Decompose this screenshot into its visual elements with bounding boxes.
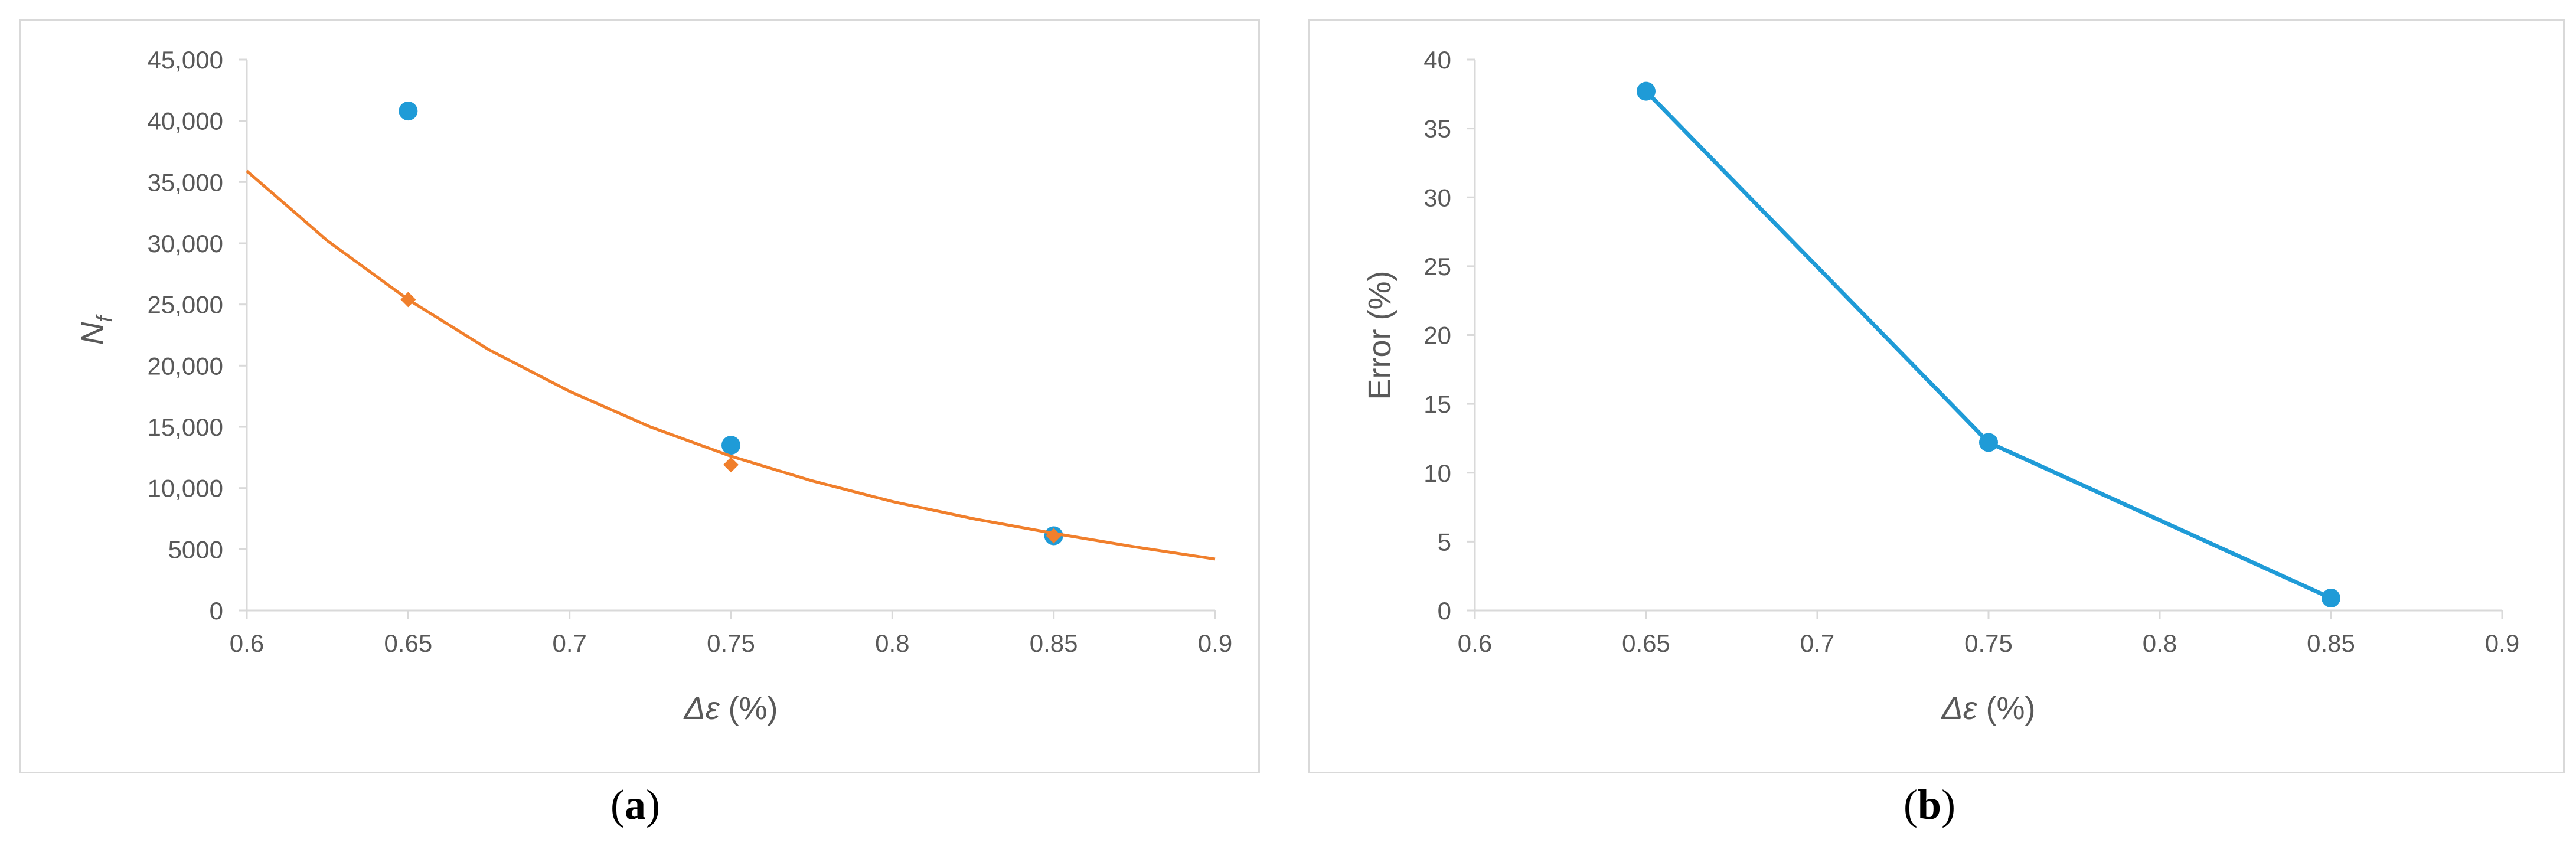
x-tick-label: 0.6 bbox=[1458, 629, 1492, 657]
chart-a: 0.6 0.65 0.7 0.75 0.8 0.85 0.9 0 5000 10,000 15,00… bbox=[75, 46, 1232, 726]
circle-point bbox=[721, 436, 740, 455]
y-axis-subscript: f bbox=[92, 314, 116, 322]
circle-point bbox=[2322, 589, 2340, 608]
circle-point bbox=[1637, 81, 1656, 101]
y-tick-label: 10,000 bbox=[148, 475, 223, 502]
x-axis-title: Δε (%) bbox=[683, 691, 778, 726]
y-tick-label: 15 bbox=[1424, 390, 1451, 418]
trend-curve bbox=[246, 169, 1216, 561]
y-tick-label: 25 bbox=[1424, 253, 1451, 280]
panel-a-caption: (a) bbox=[610, 781, 660, 828]
x-tick-label: 0.7 bbox=[552, 629, 586, 657]
y-tick-label: 40,000 bbox=[148, 107, 223, 135]
x-tick-label: 0.65 bbox=[1622, 629, 1670, 657]
x-tick-label: 0.7 bbox=[1800, 629, 1834, 657]
x-axis-symbol: Δε bbox=[683, 691, 720, 726]
y-axis-title: Nf bbox=[75, 314, 116, 345]
y-tick-label: 35,000 bbox=[148, 168, 223, 196]
y-axis-title: Error (%) bbox=[1362, 271, 1398, 400]
y-tick-label: 20,000 bbox=[148, 352, 223, 380]
x-tick-label: 0.8 bbox=[2143, 629, 2177, 657]
chart-b: 0.6 0.65 0.7 0.75 0.8 0.85 0.9 0 5 10 15 20 25 30 35 40… bbox=[1362, 46, 2519, 726]
x-tick-label: 0.85 bbox=[1030, 629, 1078, 657]
y-tick-label: 40 bbox=[1424, 46, 1451, 74]
x-tick-label: 0.9 bbox=[1198, 629, 1232, 657]
chart-panel-a bbox=[19, 19, 1260, 773]
y-tick-label: 0 bbox=[1438, 597, 1451, 625]
x-tick-label: 0.9 bbox=[2485, 629, 2519, 657]
x-axis-symbol: Δε bbox=[1941, 691, 1978, 726]
x-tick-label: 0.75 bbox=[707, 629, 755, 657]
y-tick-label: 5000 bbox=[168, 535, 223, 563]
x-tick-label: 0.75 bbox=[1964, 629, 2013, 657]
y-tick-label: 30,000 bbox=[148, 230, 223, 257]
x-tick-label: 0.6 bbox=[230, 629, 264, 657]
x-axis-unit: (%) bbox=[719, 691, 778, 726]
circle-point bbox=[1979, 433, 1998, 452]
y-tick-label: 30 bbox=[1424, 184, 1451, 211]
circle-point bbox=[399, 102, 418, 121]
y-tick-label: 20 bbox=[1424, 322, 1451, 350]
x-tick-label: 0.8 bbox=[875, 629, 909, 657]
x-tick-label: 0.65 bbox=[384, 629, 432, 657]
panel-b-caption: (b) bbox=[1904, 781, 1956, 828]
y-tick-label: 15,000 bbox=[148, 413, 223, 441]
x-axis-unit: (%) bbox=[1977, 691, 2035, 726]
diamond-point bbox=[723, 457, 739, 473]
y-axis-symbol: N bbox=[75, 322, 110, 345]
y-tick-label: 25,000 bbox=[148, 291, 223, 319]
series-line bbox=[1644, 90, 2332, 600]
y-tick-label: 10 bbox=[1424, 459, 1451, 487]
panel-a-label: a bbox=[624, 781, 646, 828]
y-tick-label: 45,000 bbox=[148, 46, 223, 74]
x-axis-title: Δε (%) bbox=[1941, 691, 2036, 726]
y-tick-label: 5 bbox=[1438, 528, 1451, 556]
x-tick-label: 0.85 bbox=[2307, 629, 2355, 657]
y-tick-label: 35 bbox=[1424, 115, 1451, 143]
y-tick-label: 0 bbox=[210, 597, 223, 625]
panel-b-label: b bbox=[1917, 781, 1942, 828]
chart-panel-b bbox=[1308, 19, 2565, 773]
